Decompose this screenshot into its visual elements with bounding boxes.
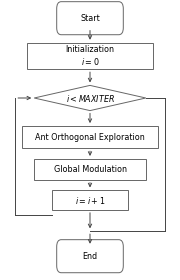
- FancyBboxPatch shape: [22, 126, 158, 148]
- Text: Global Modulation: Global Modulation: [53, 165, 127, 174]
- Text: End: End: [82, 252, 98, 261]
- Text: Start: Start: [80, 14, 100, 23]
- FancyBboxPatch shape: [34, 159, 146, 180]
- Text: Ant Orthogonal Exploration: Ant Orthogonal Exploration: [35, 133, 145, 142]
- Polygon shape: [34, 85, 146, 111]
- Text: $i = i+1$: $i = i+1$: [75, 195, 105, 206]
- FancyBboxPatch shape: [57, 240, 123, 273]
- FancyBboxPatch shape: [52, 190, 128, 210]
- Text: $i < MAXITER$: $i < MAXITER$: [66, 92, 114, 104]
- FancyBboxPatch shape: [57, 2, 123, 35]
- FancyBboxPatch shape: [27, 43, 153, 69]
- Text: Initialization
$i = 0$: Initialization $i = 0$: [66, 45, 114, 67]
